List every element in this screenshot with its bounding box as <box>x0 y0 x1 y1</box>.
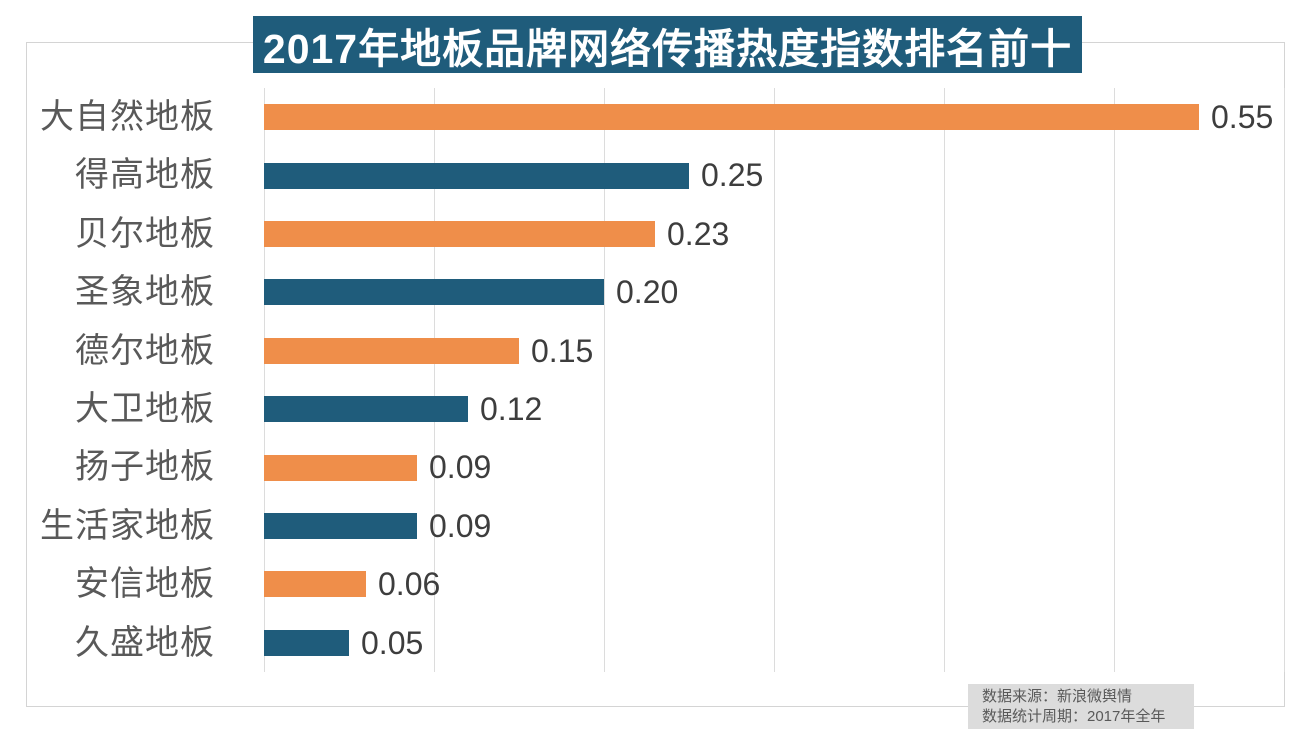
bar-value-label: 0.09 <box>429 507 492 544</box>
bar <box>264 396 468 423</box>
bar <box>264 629 349 656</box>
bar-value-label: 0.20 <box>616 274 679 311</box>
bar-value-label: 0.55 <box>1211 99 1274 135</box>
category-label: 生活家地板 <box>40 506 215 545</box>
source-line-1: 数据来源：新浪微舆情 <box>982 688 1133 705</box>
plot-area: 0.55 0.25 0.23 0.20 0.15 0.12 0.09 0.09 0.06 0.05 <box>264 88 1285 672</box>
source-note: 数据来源：新浪微舆情 数据统计周期：2017年全年 <box>968 684 1194 729</box>
gridline <box>1114 88 1115 672</box>
category-label: 贝尔地板 <box>75 214 215 253</box>
category-label: 大自然地板 <box>40 98 215 136</box>
bar-value-label: 0.12 <box>480 391 543 427</box>
gridline <box>264 88 265 672</box>
gridline <box>434 88 435 672</box>
source-line-2: 数据统计周期：2017年全年 <box>982 708 1166 725</box>
gridline <box>774 88 775 672</box>
bar <box>264 337 519 364</box>
gridline <box>604 88 605 672</box>
bar-value-label: 0.25 <box>701 157 764 194</box>
category-label: 圣象地板 <box>75 273 215 312</box>
bar <box>264 571 366 598</box>
bar-value-label: 0.06 <box>378 566 441 603</box>
category-label: 扬子地板 <box>75 448 215 487</box>
category-axis: 大自然地板得高地板贝尔地板圣象地板德尔地板大卫地板扬子地板生活家地板安信地板久盛… <box>0 88 215 672</box>
category-label: 安信地板 <box>75 565 215 604</box>
bar-value-label: 0.09 <box>429 449 492 486</box>
bar-value-label: 0.05 <box>361 624 424 661</box>
category-label: 得高地板 <box>75 156 215 195</box>
bar <box>264 454 417 481</box>
bar <box>264 162 689 189</box>
category-label: 久盛地板 <box>75 623 215 662</box>
bar-value-label: 0.23 <box>667 215 730 252</box>
bar <box>264 221 655 247</box>
category-label: 大卫地板 <box>75 390 215 428</box>
category-label: 德尔地板 <box>75 331 215 370</box>
bar <box>264 279 604 306</box>
gridline <box>1284 88 1285 672</box>
chart-title: 2017年地板品牌网络传播热度指数排名前十 <box>262 25 1073 72</box>
gridline <box>944 88 945 672</box>
chart-title-banner: 2017年地板品牌网络传播热度指数排名前十 <box>253 16 1082 73</box>
bar-value-label: 0.15 <box>531 332 594 369</box>
bar <box>264 104 1199 131</box>
bar <box>264 513 417 539</box>
